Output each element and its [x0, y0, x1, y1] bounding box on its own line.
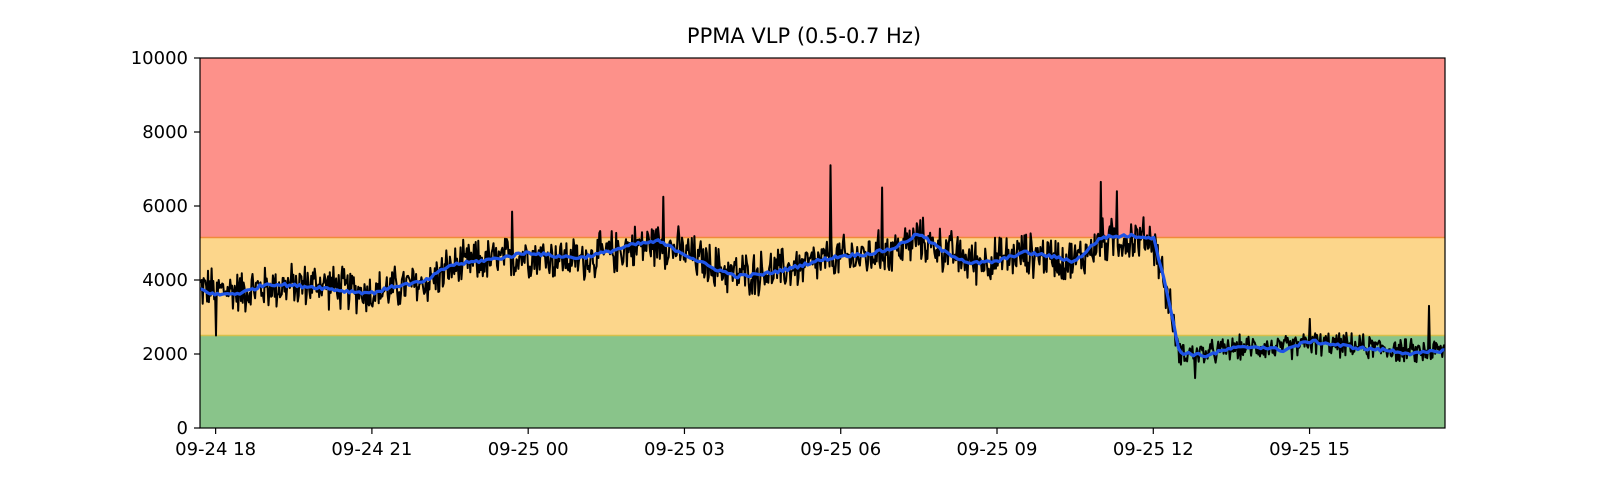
x-tick-label: 09-25 15 — [1269, 439, 1350, 460]
y-tick-label: 10000 — [131, 48, 188, 69]
x-tick-label: 09-24 18 — [175, 439, 256, 460]
x-tick-label: 09-24 21 — [331, 439, 412, 460]
x-tick-label: 09-25 03 — [644, 439, 725, 460]
y-tick-label: 0 — [177, 418, 188, 439]
x-tick-label: 09-25 00 — [488, 439, 569, 460]
threshold-band-2 — [200, 58, 1445, 238]
y-tick-label: 4000 — [142, 270, 188, 291]
x-tick-label: 09-25 06 — [800, 439, 881, 460]
series-raw — [200, 164, 1445, 380]
chart-title: PPMA VLP (0.5-0.7 Hz) — [687, 24, 921, 48]
plot-area — [199, 57, 1446, 429]
y-axis: 0 2000 4000 6000 8000 10000 — [131, 48, 200, 439]
series-smoothed — [200, 232, 1445, 359]
y-tick-label: 8000 — [142, 122, 188, 143]
y-tick-label: 6000 — [142, 196, 188, 217]
x-axis: 09-24 18 09-24 21 09-25 00 09-25 03 09-25 06… — [175, 428, 1350, 460]
x-tick-label: 09-25 09 — [957, 439, 1038, 460]
x-tick-label: 09-25 12 — [1113, 439, 1194, 460]
y-tick-label: 2000 — [142, 344, 188, 365]
plot-frame — [199, 57, 1446, 429]
